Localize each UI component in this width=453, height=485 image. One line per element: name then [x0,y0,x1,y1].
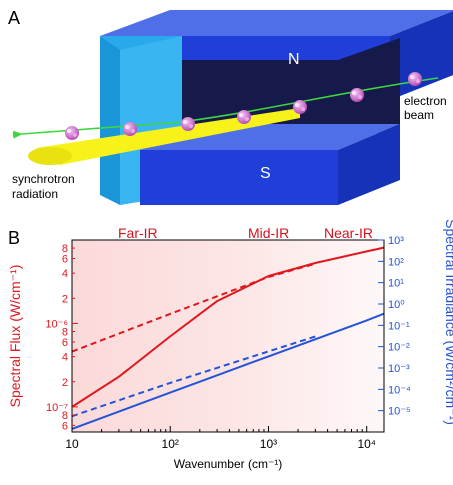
left-minor-tick-label: 8 [62,243,68,255]
left-minor-tick-label: 2 [62,293,68,305]
dipole-magnet [100,10,453,205]
x-tick-label: 10³ [260,437,277,451]
left-major-tick-label: 10⁻⁶ [45,318,68,330]
left-minor-tick-label: 6 [62,420,68,432]
electron-bunch [350,88,364,102]
region-label-near-ir: Near-IR [324,225,373,241]
magnet-gap [182,38,400,140]
north-pole-label: N [288,51,300,68]
region-label-far-ir: Far-IR [118,225,158,241]
electron-beam-label-line1: electron [404,94,447,108]
x-axis-title: Wavenumber (cm⁻¹) [174,457,283,471]
right-tick-label: 10⁻² [388,342,410,354]
flux-solid-line [71,246,385,408]
left-minor-tick-label: 8 [62,327,68,339]
x-tick-label: 10⁴ [357,437,376,451]
left-axis-title: Spectral Flux (W/cm⁻¹) [7,265,23,408]
synchrotron-label-line1: synchrotron [12,172,75,186]
panel-b-letter: B [8,228,20,248]
right-axis-title: Spectral Irradiance (W/cm²/cm⁻¹) [443,219,453,425]
right-tick-label: 10⁻¹ [388,320,410,332]
left-minor-tick-label: 8 [62,410,68,422]
electron-bunch [65,126,79,140]
flux-dashed-line [71,262,316,353]
panel-a-letter: A [8,8,20,28]
left-major-tick-label: 10⁻⁷ [46,402,68,414]
synchrotron-radiation-tail [28,147,72,165]
irradiance-dashed-line [71,335,316,418]
plot-frame [71,239,385,433]
south-pole-label: S [260,165,271,182]
right-tick-label: 10⁻⁴ [388,384,411,396]
electron-bunch [181,117,195,131]
magnet-bottom-side [338,124,400,205]
region-label-mid-ir: Mid-IR [248,225,289,241]
right-tick-label: 10⁻⁵ [388,406,411,418]
right-tick-label: 10² [388,256,404,268]
electron-bunch [237,110,251,124]
left-minor-tick-label: 4 [62,268,68,280]
left-minor-tick-label: 4 [62,352,68,364]
electron-bunch [293,100,307,114]
magnet-yoke-front [100,36,120,205]
x-tick-label: 10 [65,437,79,451]
left-minor-tick-label: 6 [62,254,68,266]
left-minor-tick-label: 6 [62,337,68,349]
synchrotron-radiation-beam [36,108,300,165]
right-tick-label: 10¹ [388,278,404,290]
series-layer [71,246,385,430]
right-tick-label: 10⁰ [388,299,405,311]
magnet-top-face [100,10,453,36]
x-axis: 10 10² 10³ 10⁴ [65,426,376,451]
left-minor-tick-label: 2 [62,377,68,389]
y-axis-right: 10⁻⁵ 10⁻⁴ 10⁻³ 10⁻² 10⁻¹ 10⁰ 10¹ 10² 10³ [378,235,411,418]
electron-beam-label-line2: beam [404,108,434,122]
panel-a: A [8,8,453,205]
ir-region-background [72,240,384,432]
electron-bunches [65,72,422,140]
magnet-bottom-front [140,150,338,205]
x-tick-label: 10² [162,437,179,451]
synchrotron-label-line2: radiation [12,187,58,201]
electron-bunch [408,72,422,86]
electron-bunch [123,122,137,136]
panel-b: B Far-IR Mid-IR Near-IR 10 10² 10³ 10⁴ 10⁻⁷… [7,219,453,471]
irradiance-solid-line [71,312,385,430]
right-tick-label: 10³ [388,235,404,247]
right-tick-label: 10⁻³ [388,363,410,375]
